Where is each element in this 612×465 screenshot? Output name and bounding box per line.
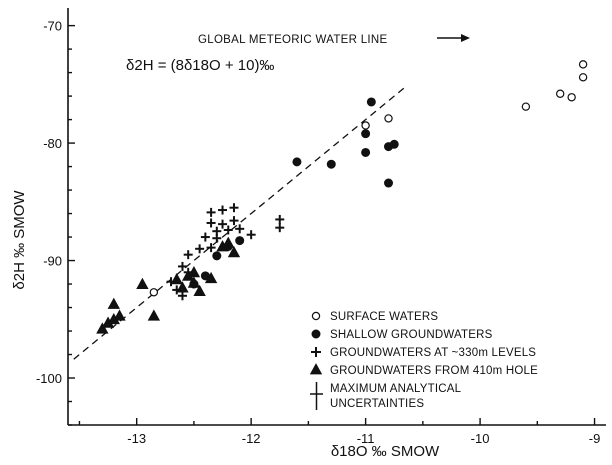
point-groundwaters-from-410m-hole [170,273,183,285]
y-tick-label: -80 [43,136,62,151]
point-shallow-groundwaters [212,251,222,261]
point-groundwaters-at-330m-levels [195,244,205,254]
legend-label-groundwaters-410m: GROUNDWATERS FROM 410m HOLE [330,365,538,377]
point-shallow-groundwaters [361,129,371,139]
legend-label-groundwaters-330m: GROUNDWATERS AT ~330m LEVELS [330,347,536,359]
point-groundwaters-at-330m-levels [229,203,239,213]
meteoric-water-line-arrow [437,34,470,42]
point-groundwaters-at-330m-levels [218,205,228,215]
point-groundwaters-from-410m-hole [113,309,126,321]
legend-label-shallow-groundwaters: SHALLOW GROUNDWATERS [330,329,493,341]
point-groundwaters-from-410m-hole [204,271,218,284]
x-tick-label: -13 [127,431,146,446]
point-groundwaters-from-410m-hole [147,309,161,321]
point-shallow-groundwaters [366,97,376,107]
y-tick-label: -70 [43,19,62,34]
point-groundwaters-at-330m-levels [235,224,245,234]
point-groundwaters-at-330m-levels [206,207,216,217]
point-groundwaters-at-330m-levels [206,218,216,228]
point-shallow-groundwaters [361,147,371,157]
legend-marker-surface-waters [311,311,321,321]
y-tick-label: -100 [36,371,62,386]
point-shallow-groundwaters [384,178,394,188]
point-surface-waters [578,73,588,82]
point-surface-waters [556,89,565,98]
y-axis-label: δ2H ‰ SMOW [11,190,28,290]
legend-label-surface-waters: SURFACE WATERS [330,311,438,323]
point-groundwaters-at-330m-levels [183,250,193,260]
legend-marker-shallow-groundwaters [311,329,321,339]
meteoric-water-line-equation: δ2H = (8δ18O + 10)‰ [126,57,274,74]
x-tick-label: -9 [589,431,601,446]
point-groundwaters-from-410m-hole [136,277,149,289]
point-groundwaters-at-330m-levels [212,233,222,243]
legend-label-uncertainty-line1: MAXIMUM ANALYTICAL [330,383,462,395]
point-surface-waters [578,60,588,69]
point-groundwaters-from-410m-hole [227,245,241,258]
point-surface-waters [567,93,576,102]
legend-marker-groundwaters-330m [311,347,321,357]
meteoric-water-line-label: GLOBAL METEORIC WATER LINE [198,34,388,46]
point-surface-waters [521,102,531,111]
legend-marker-groundwaters-410m [309,363,323,375]
x-tick-label: -11 [357,431,375,446]
x-tick-label: -10 [471,431,490,446]
point-surface-waters [149,288,159,297]
point-groundwaters-at-330m-levels [177,261,187,271]
point-groundwaters-from-410m-hole [193,284,206,296]
ticks: -13 -12 -11 -10 -9 -100 -90 -80 -70 [36,19,600,446]
point-groundwaters-from-410m-hole [187,276,201,288]
point-groundwaters-at-330m-levels [275,214,285,224]
point-shallow-groundwaters [235,236,245,246]
point-groundwaters-from-410m-hole [222,236,235,248]
point-groundwaters-at-330m-levels [223,225,233,235]
axes [67,8,606,426]
point-groundwaters-at-330m-levels [218,219,228,229]
point-groundwaters-from-410m-hole [187,265,201,278]
x-axis-label: δ18O ‰ SMOW [331,443,440,460]
point-groundwaters-at-330m-levels [177,291,187,301]
legend: SURFACE WATERS SHALLOW GROUNDWATERS GROU… [309,311,538,410]
point-groundwaters-at-330m-levels [246,230,256,240]
point-shallow-groundwaters [292,157,302,167]
x-tick-label: -12 [242,431,261,446]
point-groundwaters-at-330m-levels [275,223,285,233]
point-groundwaters-at-330m-levels [206,243,216,253]
point-groundwaters-at-330m-levels [200,232,210,242]
legend-label-uncertainty-line2: UNCERTAINTIES [330,398,424,410]
point-groundwaters-from-410m-hole [96,322,109,334]
point-groundwaters-from-410m-hole [176,281,189,293]
point-groundwaters-at-330m-levels [229,216,239,226]
point-groundwaters-from-410m-hole [107,297,120,309]
point-surface-waters [361,121,370,130]
point-surface-waters [384,114,393,123]
y-tick-label: -90 [43,254,62,269]
point-shallow-groundwaters [389,139,399,149]
point-shallow-groundwaters [326,159,336,169]
legend-marker-uncertainty-cross [310,382,323,410]
data-points [96,60,588,334]
